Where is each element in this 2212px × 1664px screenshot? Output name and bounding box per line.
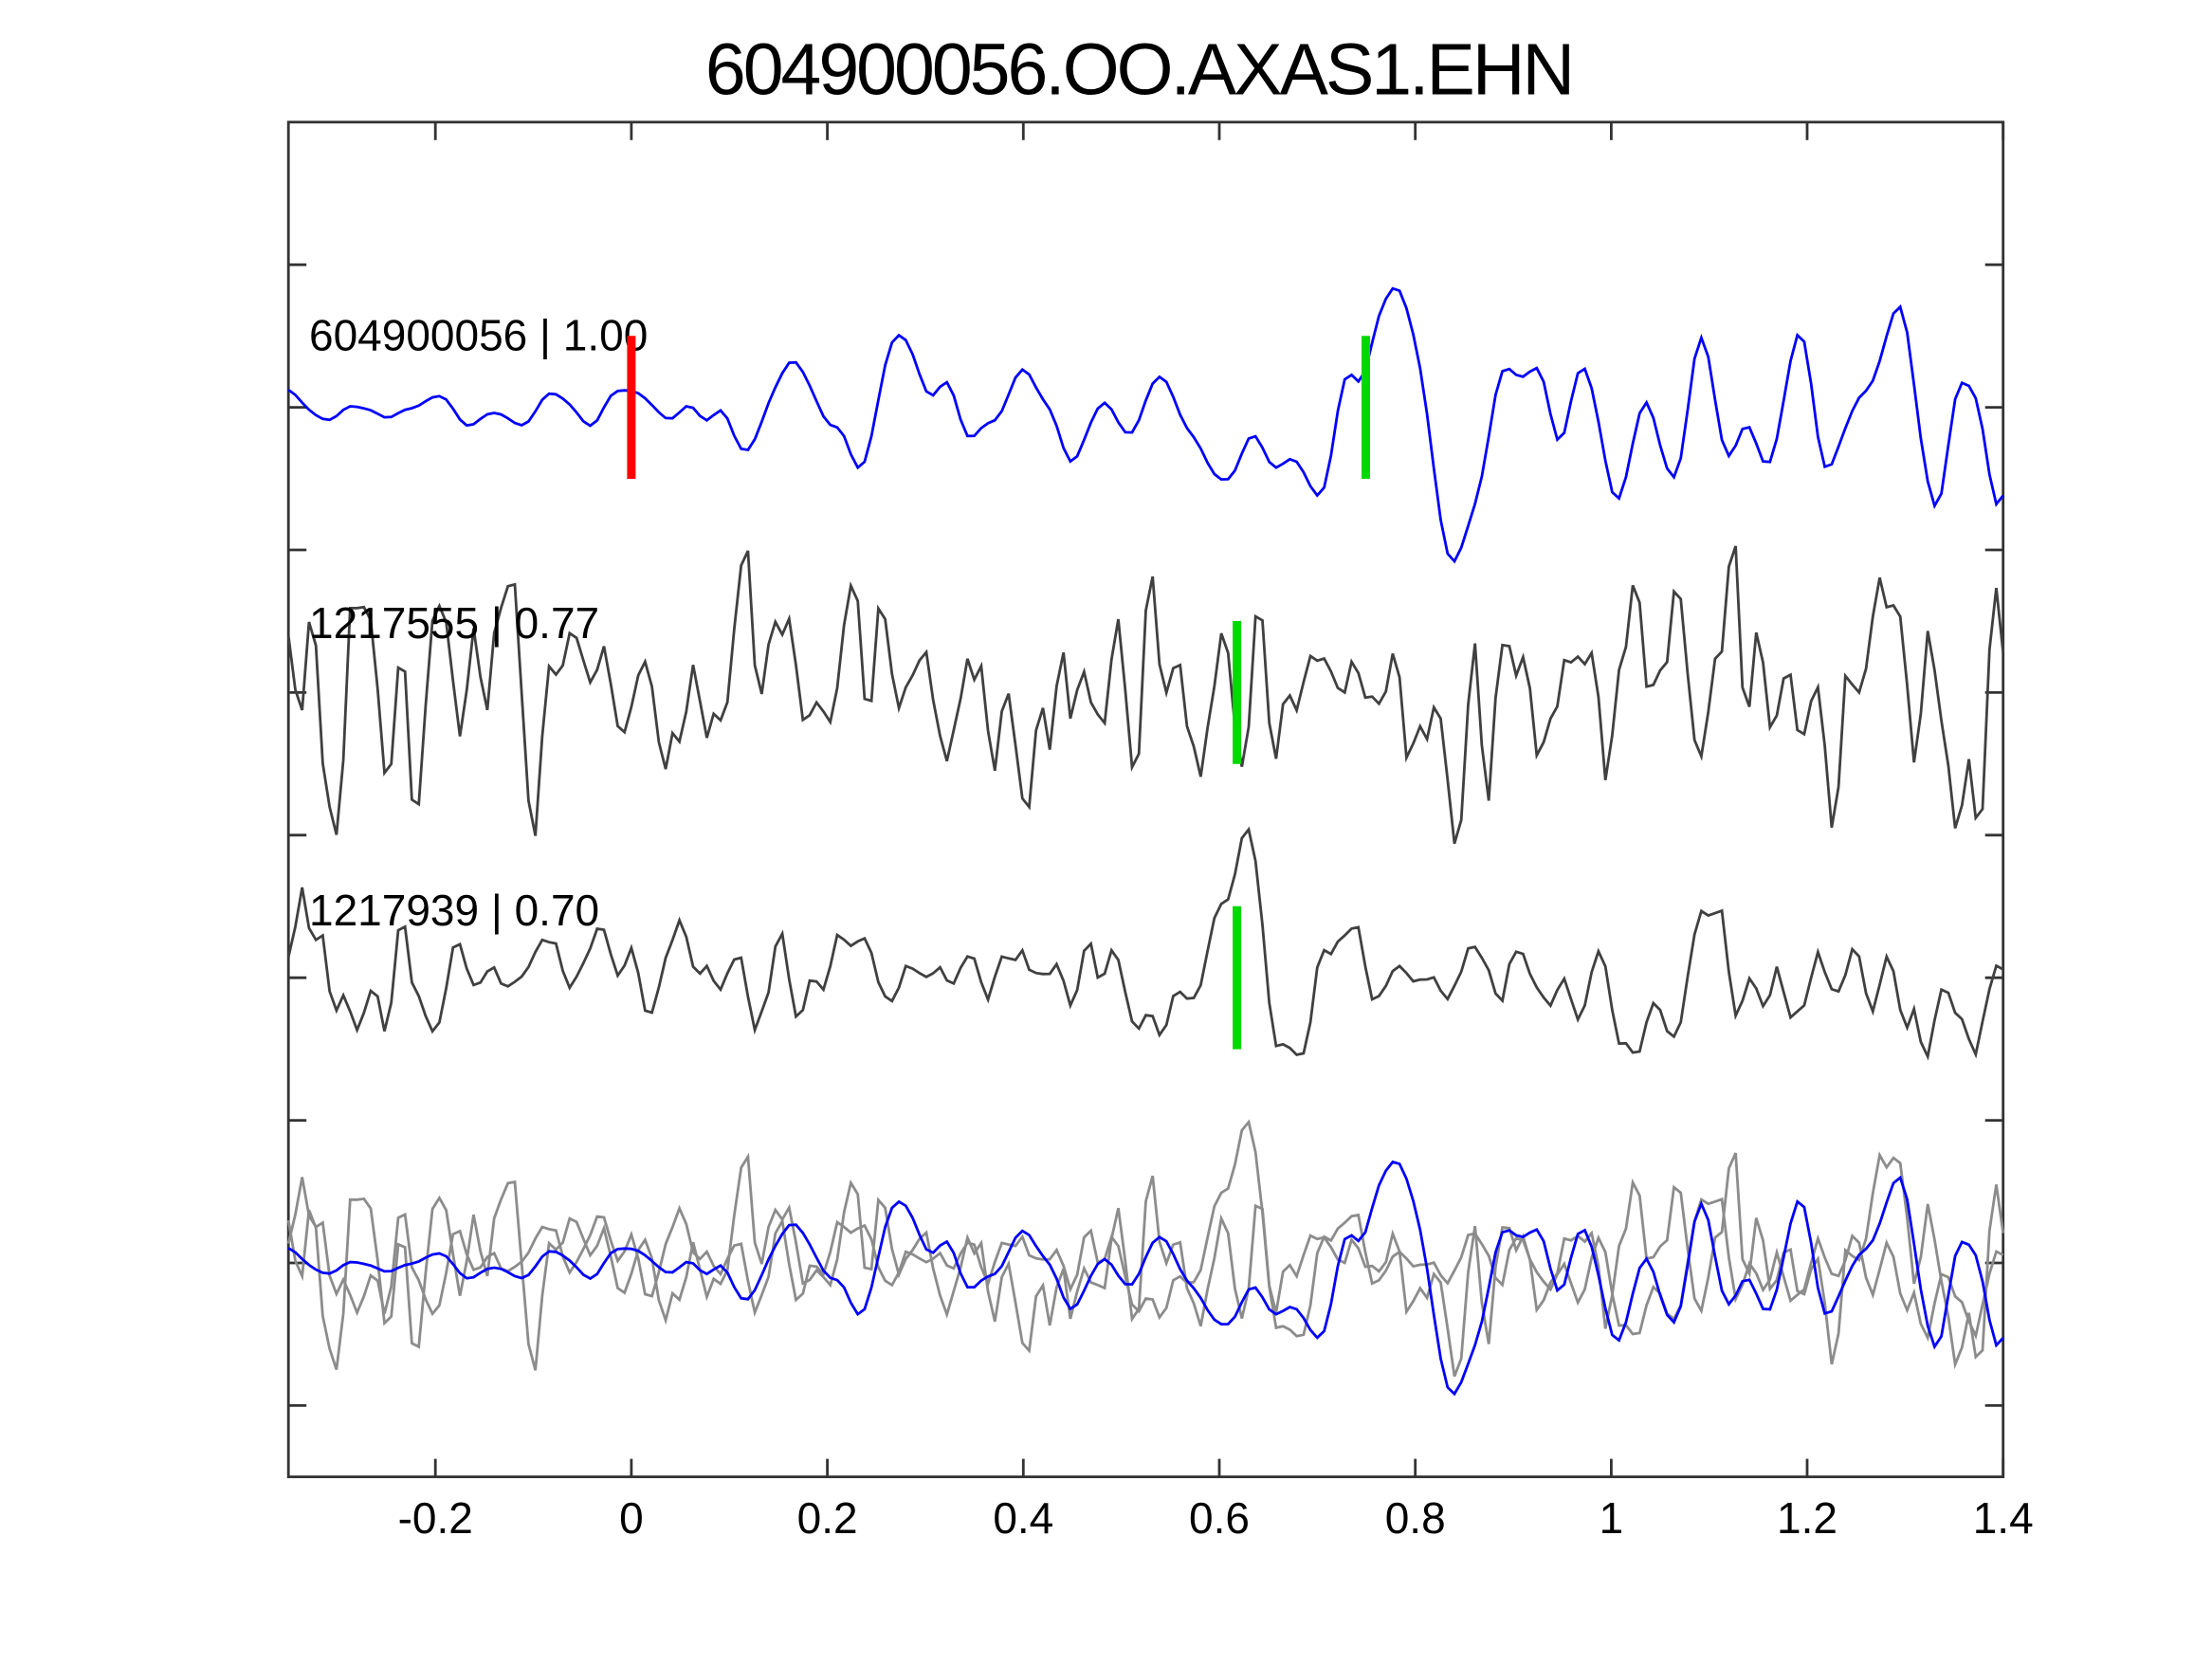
svg-text:0.2: 0.2 (797, 1493, 858, 1543)
svg-text:0: 0 (619, 1493, 644, 1543)
svg-text:1217555 | 0.77: 1217555 | 0.77 (309, 598, 599, 648)
svg-text:1.4: 1.4 (1973, 1493, 2034, 1543)
svg-text:1217939 | 0.70: 1217939 | 0.70 (309, 886, 599, 935)
svg-text:0.6: 0.6 (1189, 1493, 1250, 1543)
svg-text:604900056 | 1.00: 604900056 | 1.00 (309, 311, 648, 360)
svg-text:1.2: 1.2 (1777, 1493, 1837, 1543)
svg-text:604900056.OO.AXAS1.EHN: 604900056.OO.AXAS1.EHN (705, 29, 1572, 111)
svg-text:0.4: 0.4 (993, 1493, 1053, 1543)
svg-text:1: 1 (1600, 1493, 1624, 1543)
svg-text:0.8: 0.8 (1385, 1493, 1446, 1543)
svg-text:-0.2: -0.2 (398, 1493, 473, 1543)
